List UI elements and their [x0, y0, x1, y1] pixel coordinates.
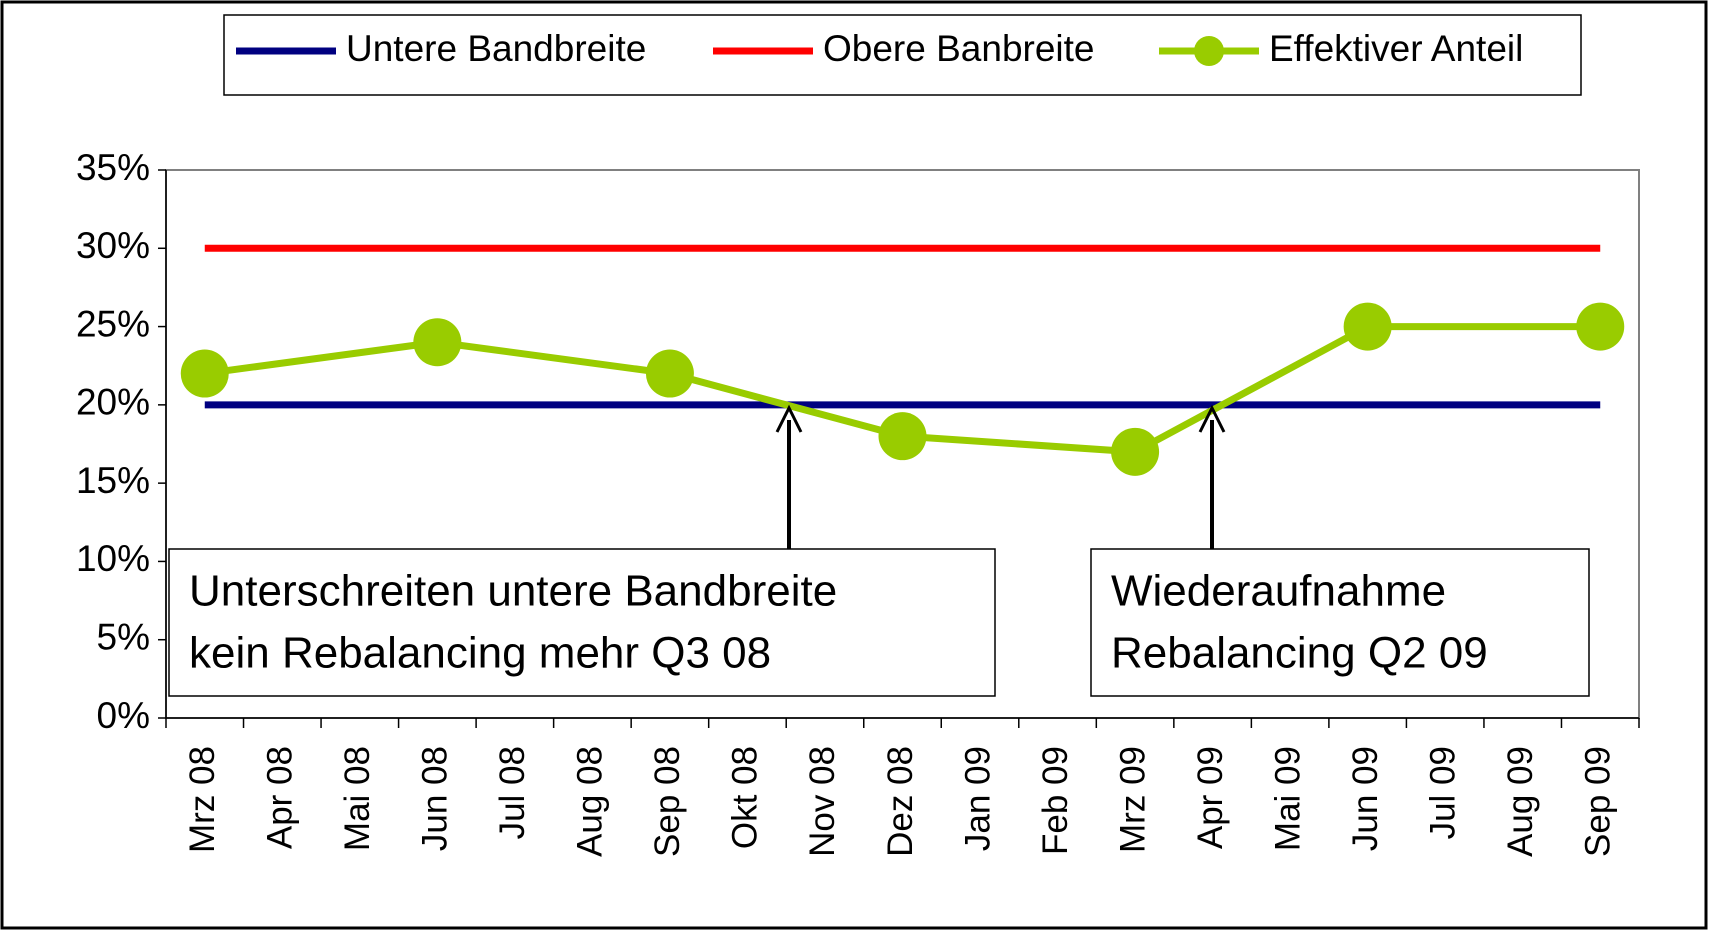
- legend-box: [223, 14, 1582, 96]
- x-tick-label: Jul 09: [1423, 746, 1462, 839]
- y-tick-label: 35%: [76, 147, 150, 188]
- x-tick-label: Mai 08: [338, 746, 377, 851]
- x-tick-label: Mrz 09: [1113, 746, 1152, 853]
- data-point: [1111, 427, 1160, 476]
- legend-label: Effektiver Anteil: [1269, 28, 1523, 69]
- y-tick-label: 0%: [97, 695, 150, 736]
- legend-label: Obere Banbreite: [823, 28, 1095, 69]
- data-point: [1576, 302, 1625, 351]
- x-tick-label: Jan 09: [958, 746, 997, 851]
- x-tick-label: Jun 09: [1346, 746, 1385, 851]
- annotation-box: [168, 548, 996, 697]
- x-tick-label: Dez 08: [881, 746, 920, 857]
- y-tick-label: 25%: [76, 303, 150, 344]
- x-tick-label: Jul 08: [493, 746, 532, 839]
- data-point: [645, 349, 694, 398]
- y-tick-label: 15%: [76, 460, 150, 501]
- y-tick-label: 20%: [76, 382, 150, 423]
- y-tick-label: 30%: [76, 225, 150, 266]
- x-tick-label: Apr 08: [261, 746, 300, 849]
- annotation-arrowhead: [775, 404, 803, 433]
- x-tick-label: Apr 09: [1191, 746, 1230, 849]
- annotation-arrowhead: [1198, 404, 1226, 433]
- legend-label: Untere Bandbreite: [346, 28, 646, 69]
- x-tick-label: Aug 08: [571, 746, 610, 857]
- annotation-text: kein Rebalancing mehr Q3 08: [189, 629, 771, 678]
- x-tick-label: Mrz 08: [183, 746, 222, 853]
- annotation-text: Wiederaufnahme: [1111, 567, 1446, 616]
- data-point: [180, 349, 229, 398]
- x-tick-label: Sep 08: [648, 746, 687, 857]
- x-tick-label: Feb 09: [1036, 746, 1075, 855]
- y-tick-label: 10%: [76, 538, 150, 579]
- data-point: [878, 412, 927, 461]
- data-point: [1343, 302, 1392, 351]
- x-tick-label: Mai 09: [1268, 746, 1307, 851]
- annotation-text: Unterschreiten untere Bandbreite: [189, 567, 837, 616]
- x-tick-label: Aug 09: [1501, 746, 1540, 857]
- x-tick-label: Jun 08: [416, 746, 455, 851]
- x-tick-label: Sep 09: [1578, 746, 1617, 857]
- annotation-box: [1090, 548, 1590, 697]
- data-point: [413, 318, 462, 367]
- annotation-text: Rebalancing Q2 09: [1111, 629, 1488, 678]
- x-tick-label: Okt 08: [726, 746, 765, 849]
- y-tick-label: 5%: [97, 616, 150, 657]
- legend-marker: [1194, 36, 1224, 66]
- x-tick-label: Nov 08: [803, 746, 842, 857]
